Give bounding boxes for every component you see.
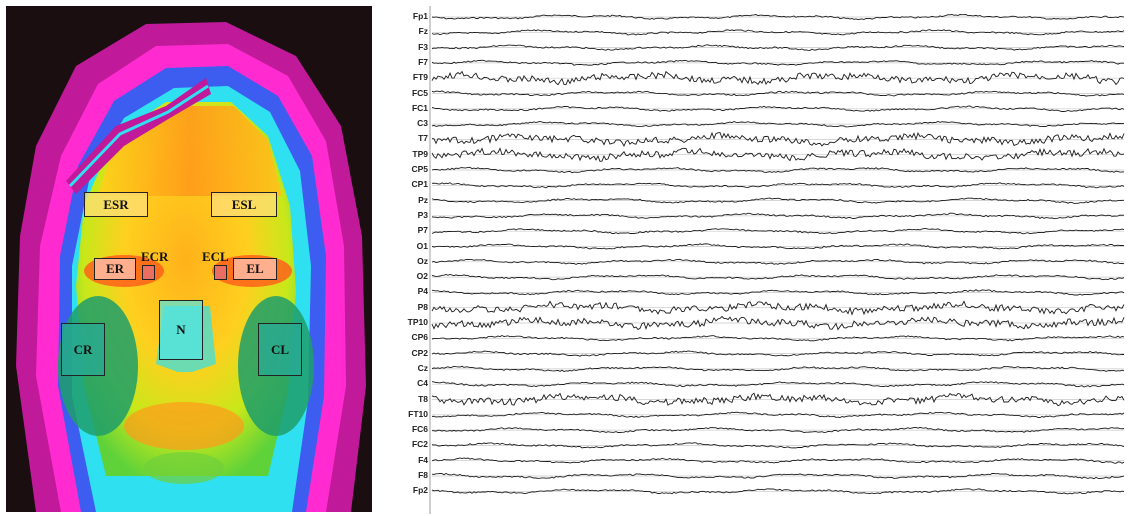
eeg-channel-label-ft9: FT9 [412, 72, 428, 83]
eeg-channel-label-t8: T8 [418, 393, 428, 404]
roi-er-label: ER [105, 261, 125, 276]
eeg-trace-c3 [431, 120, 1125, 128]
eeg-trace-o2 [431, 274, 1125, 281]
eeg-trace-cp5 [431, 166, 1125, 174]
roi-ecl-label: ECL [202, 249, 229, 264]
roi-cl-label: CL [270, 341, 290, 357]
roi-ecr-label: ECR [141, 249, 169, 264]
eeg-trace-oz [431, 258, 1125, 265]
roi-ecl [214, 265, 227, 280]
roi-n: N [159, 300, 203, 360]
roi-er: ER [94, 258, 136, 280]
eeg-trace-fz [431, 29, 1125, 36]
eeg-channel-label-fc6: FC6 [411, 424, 428, 435]
eeg-trace-fp1 [431, 14, 1125, 21]
thermal-face-image: ESR ESL ER ECR ECL EL N CR CL [6, 6, 372, 512]
eeg-channel-label-c3: C3 [417, 118, 428, 129]
eeg-trace-p8 [431, 300, 1125, 316]
eeg-trace-cp6 [431, 334, 1125, 342]
eeg-trace-t8 [431, 392, 1125, 407]
eeg-trace-cz [431, 365, 1125, 372]
eeg-channel-label-p3: P3 [417, 209, 428, 220]
eeg-trace-f4 [431, 457, 1125, 464]
eeg-traces-svg [429, 6, 1125, 514]
eeg-trace-fp2 [431, 488, 1125, 495]
eeg-channel-label-cz: Cz [417, 362, 428, 373]
roi-cl: CL [258, 323, 302, 376]
eeg-channel-label-pz: Pz [418, 194, 428, 205]
eeg-trace-p4 [431, 289, 1125, 296]
eeg-channel-label-oz: Oz [417, 255, 428, 266]
eeg-channel-label-fz: Fz [418, 26, 428, 37]
roi-n-label: N [176, 322, 186, 337]
eeg-channel-label-tp9: TP9 [412, 148, 428, 159]
eeg-channel-label-cp2: CP2 [411, 347, 428, 358]
eeg-channel-label-fc5: FC5 [411, 87, 428, 98]
eeg-channel-label-f4: F4 [418, 454, 428, 465]
roi-cr-label: CR [73, 341, 93, 357]
eeg-trace-p3 [431, 212, 1125, 220]
eeg-trace-f3 [431, 44, 1125, 51]
eeg-channel-label-fp1: Fp1 [412, 11, 428, 21]
eeg-channel-label-cp6: CP6 [411, 332, 428, 343]
eeg-channel-label-f3: F3 [418, 41, 428, 52]
eeg-channel-label-p4: P4 [417, 286, 428, 297]
eeg-trace-o1 [431, 243, 1125, 250]
eeg-trace-p7 [431, 228, 1125, 235]
eeg-channel-label-cp5: CP5 [411, 164, 428, 174]
eeg-trace-fc2 [431, 442, 1125, 449]
eeg-trace-tp9 [431, 147, 1125, 162]
roi-el: EL [233, 258, 277, 280]
eeg-trace-fc5 [431, 90, 1125, 97]
eeg-channel-label-fc1: FC1 [411, 102, 428, 113]
eeg-trace-cp2 [431, 350, 1124, 357]
eeg-trace-cp1 [431, 182, 1125, 189]
eeg-channel-label-p8: P8 [417, 301, 428, 312]
eeg-channel-label-f8: F8 [418, 470, 428, 480]
eeg-channel-label-p7: P7 [417, 225, 428, 236]
eeg-trace-fc6 [431, 426, 1125, 433]
eeg-trace-pz [431, 197, 1124, 204]
eeg-channel-label-ft10: FT10 [408, 408, 428, 419]
eeg-channel-label-fp2: Fp2 [412, 485, 428, 496]
roi-esr-label: ESR [103, 196, 129, 212]
eeg-channel-label-cp1: CP1 [411, 179, 428, 190]
eeg-channel-label-t7: T7 [418, 133, 428, 144]
roi-ecr [142, 265, 155, 280]
eeg-trace-ft9 [431, 70, 1125, 86]
eeg-trace-ft10 [431, 411, 1125, 419]
roi-esl: ESL [211, 192, 277, 217]
eeg-trace-fc1 [431, 105, 1125, 112]
eeg-traces-panel: Fp1 Fz F3 F7 FT9 FC5 FC1 C3 T7 TP9 CP5 CP1 Pz P3 P7 O1 O… [384, 0, 1136, 516]
eeg-channel-label-f7: F7 [418, 56, 428, 67]
thermal-face-drawing [6, 6, 372, 512]
eeg-channel-label-o1: O1 [416, 240, 428, 251]
eeg-trace-t7 [431, 131, 1125, 148]
eeg-trace-c4 [431, 381, 1125, 388]
eeg-trace-f7 [431, 59, 1125, 66]
roi-el-label: EL [246, 261, 264, 276]
roi-esl-label: ESL [231, 196, 257, 212]
eeg-channel-label-fc2: FC2 [411, 439, 428, 450]
eeg-channel-label-c4: C4 [417, 378, 428, 389]
roi-esr: ESR [84, 192, 148, 217]
eeg-channel-label-o2: O2 [416, 271, 428, 282]
eeg-channel-label-tp10: TP10 [407, 317, 428, 327]
roi-cr: CR [61, 323, 105, 376]
eeg-trace-f8 [431, 472, 1125, 480]
eeg-trace-tp10 [431, 315, 1125, 331]
